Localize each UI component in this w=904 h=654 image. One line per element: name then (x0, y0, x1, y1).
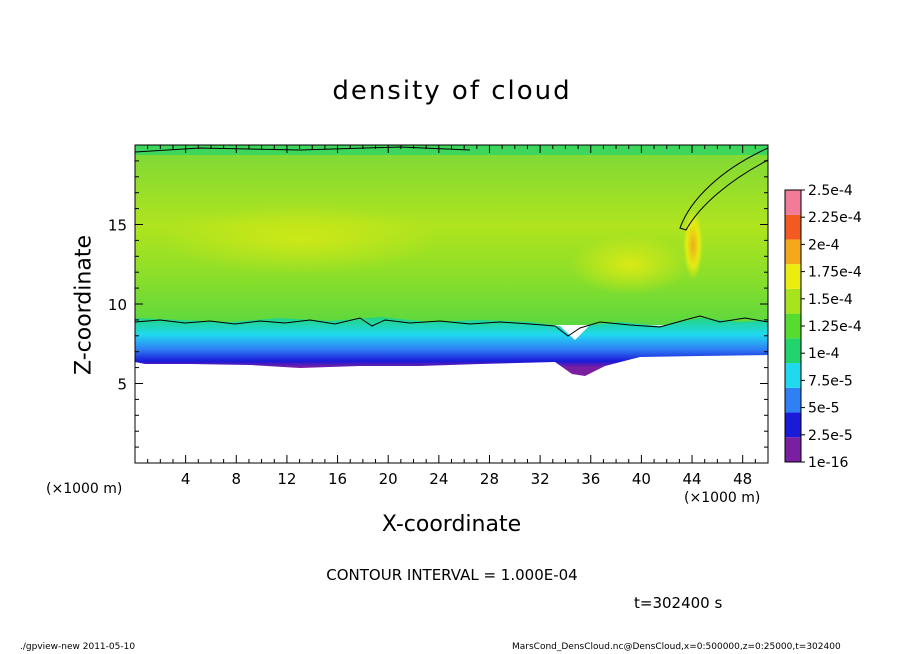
colorbar-swatch (785, 338, 801, 364)
footer-source: MarsCond_DensCloud.nc@DensCloud,x=0:5000… (512, 642, 841, 652)
x-axis-label: X-coordinate (381, 512, 522, 537)
colorbar-swatch (785, 313, 801, 339)
x-tick-label: 40 (632, 470, 651, 488)
x-unit-label-left: (×1000 m) (46, 481, 123, 497)
y-tick-label: 5 (117, 376, 127, 394)
colorbar-swatch (785, 412, 801, 438)
time-stamp: t=302400 s (634, 594, 723, 612)
x-tick-label: 16 (328, 470, 347, 488)
colorbar: 1e-16 2.5e-5 5e-5 7.5e-5 1e-4 1.25e-4 1.5e-4 1.… (784, 183, 862, 471)
colorbar-label: 2e-4 (808, 237, 840, 253)
colorbar-label: 2.5e-5 (808, 428, 853, 444)
x-tick-label: 4 (181, 470, 191, 488)
colorbar-label: 5e-5 (808, 401, 839, 417)
colorbar-label: 1e-4 (808, 346, 840, 362)
density-plume (683, 210, 703, 280)
density-patch (570, 235, 690, 295)
footer-program: ./gpview-new 2011-05-10 (20, 642, 136, 652)
density-patch (160, 205, 440, 275)
contour-line (135, 315, 768, 337)
x-tick-label: 48 (733, 470, 752, 488)
x-tick-label: 36 (581, 470, 600, 488)
colorbar-swatch (785, 214, 801, 240)
contour-line (679, 147, 768, 231)
x-unit-label-right: (×1000 m) (684, 490, 761, 506)
y-tick-label: 10 (108, 296, 127, 314)
y-axis-label: Z-coordinate (71, 235, 97, 375)
contour-line (135, 146, 471, 153)
x-tick-label: 32 (531, 470, 550, 488)
colorbar-label: 2.5e-4 (808, 183, 853, 199)
contour-interval-note: CONTOUR INTERVAL = 1.000E-04 (326, 566, 578, 584)
colorbar-swatch (785, 363, 801, 388)
colorbar-label: 1.25e-4 (808, 319, 862, 335)
chart-title: density of cloud (332, 76, 572, 106)
density-field (135, 145, 768, 376)
x-tick-label: 28 (480, 470, 499, 488)
colorbar-label: 1e-16 (808, 455, 848, 471)
x-tick-label: 24 (429, 470, 448, 488)
colorbar-swatch (785, 264, 801, 289)
x-tick-label: 8 (232, 470, 242, 488)
x-tick-label: 44 (682, 470, 701, 488)
colorbar-label: 2.25e-4 (808, 210, 862, 226)
colorbar-swatch (785, 239, 801, 265)
colorbar-label: 7.5e-5 (808, 373, 853, 389)
y-tick-label: 15 (108, 217, 127, 235)
colorbar-swatch (785, 437, 801, 462)
cloud-base-layer (135, 317, 768, 376)
y-axis: 5 10 15 (108, 160, 768, 448)
cloud-top-band (135, 145, 768, 155)
x-tick-label: 12 (277, 470, 296, 488)
colorbar-swatch (785, 190, 801, 215)
colorbar-swatch (785, 288, 801, 314)
colorbar-label: 1.75e-4 (808, 265, 862, 281)
x-axis: 4 8 12 16 20 24 28 32 36 40 44 48 (147, 145, 756, 488)
colorbar-swatch (785, 387, 801, 413)
x-tick-label: 20 (379, 470, 398, 488)
colorbar-label: 1.5e-4 (808, 292, 853, 308)
